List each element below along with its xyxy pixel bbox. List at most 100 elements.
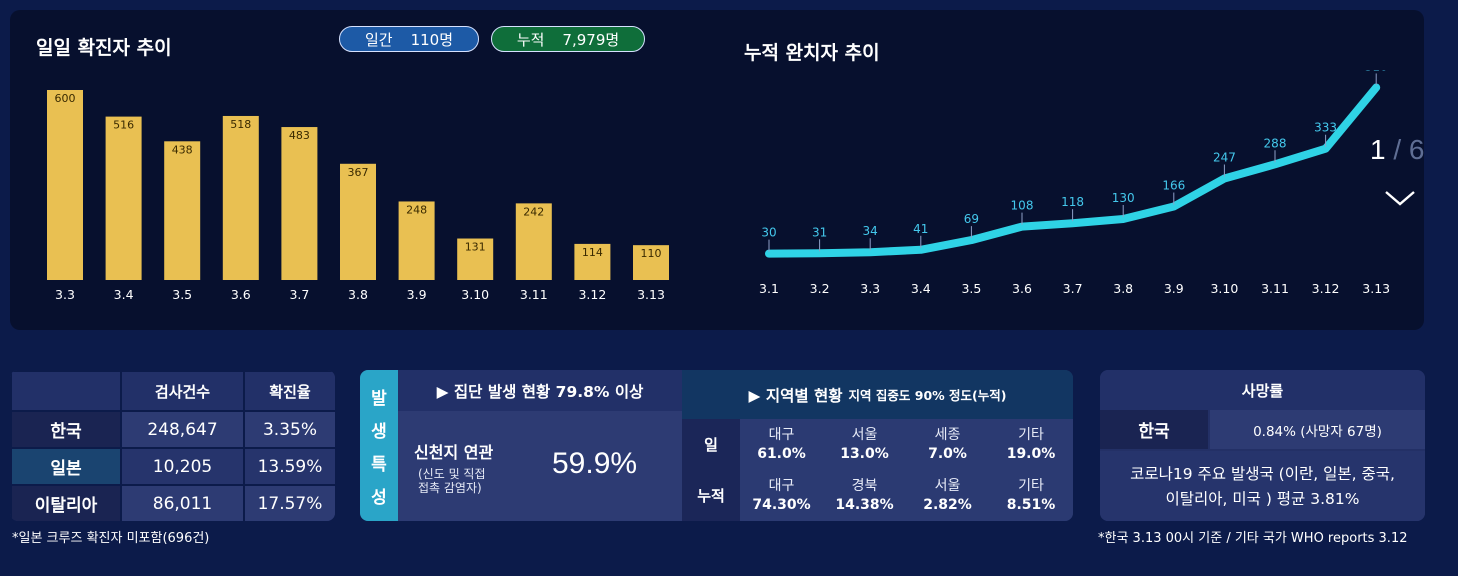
region-pct: 13.0% <box>840 446 889 462</box>
point-value-label: 333 <box>1314 121 1337 135</box>
bar-value-label: 518 <box>230 118 251 131</box>
shincheonji-sub-line: (신도 및 직접 <box>418 467 486 481</box>
region-grid: 일 누적 대구 61.0% 서울 13.0% 세종 7.0% 기타 19.0% … <box>682 419 1073 521</box>
x-tick-label: 3.8 <box>1113 281 1133 296</box>
x-tick-label: 3.6 <box>231 287 251 302</box>
tests-cell: 86,011 <box>120 484 245 521</box>
point-value-label: 510 <box>1365 70 1388 73</box>
shincheonji-label: 신천지 연관 <box>414 443 494 462</box>
region-name: 서울 <box>934 478 961 494</box>
death-value: 0.84% (사망자 67명) <box>1210 410 1425 449</box>
region-title-text: ▶ 지역별 현황 <box>748 386 843 405</box>
region-name: 기타 <box>1018 427 1044 443</box>
region-cell: 서울 13.0% <box>823 419 906 470</box>
x-tick-label: 3.5 <box>961 281 981 296</box>
death-rate-box: 사망률 한국 0.84% (사망자 67명) 코로나19 주요 발생국 (이란,… <box>1100 370 1425 521</box>
death-summary-line: 이탈리아, 미국 ) 평균 3.81% <box>1165 490 1360 508</box>
table-header-tests: 검사건수 <box>120 370 245 412</box>
bar <box>457 238 494 280</box>
x-tick-label: 3.8 <box>348 287 368 302</box>
x-tick-label: 3.7 <box>1063 281 1083 296</box>
death-summary-line: 코로나19 주요 발생국 (이란, 일본, 중국, <box>1130 465 1395 483</box>
bar <box>515 203 552 280</box>
x-tick-label: 3.6 <box>1012 281 1032 296</box>
chevron-down-icon[interactable] <box>1384 186 1416 210</box>
bar <box>281 127 318 280</box>
side-char: 특 <box>371 454 387 475</box>
cum-pill-label: 누적 <box>516 30 545 49</box>
side-char: 발 <box>371 388 387 409</box>
bar <box>105 116 142 280</box>
shincheonji-sub-line: 접촉 감염자) <box>418 481 482 495</box>
pager-current: 1 <box>1370 134 1386 165</box>
cumulative-chart-title: 누적 완치자 추이 <box>744 42 880 64</box>
death-note: *한국 3.13 00시 기준 / 기타 국가 WHO reports 3.12 <box>1098 531 1408 546</box>
point-value-label: 166 <box>1162 179 1185 193</box>
bar <box>633 245 669 280</box>
daily-count-pill: 일간 110명 <box>339 26 479 52</box>
bar-value-label: 114 <box>582 246 603 259</box>
daily-bar-chart: 600 3.3 516 3.4 438 3.5 518 3.6 483 3.7 367 3.8 248 3… <box>47 90 669 302</box>
point-value-label: 130 <box>1112 191 1135 205</box>
cumulative-line-chart: 303.1313.2343.3413.4693.51083.61183.7130… <box>759 70 1390 296</box>
region-name: 대구 <box>768 427 795 443</box>
x-tick-label: 3.12 <box>578 287 606 302</box>
bar <box>47 90 83 280</box>
region-pct: 19.0% <box>1006 446 1056 462</box>
side-label: 발 생 특 성 <box>360 370 398 521</box>
table-row: 한국 248,647 3.35% <box>10 410 335 449</box>
outbreak-characteristics: 발 생 특 성 ▶ 집단 발생 현황 79.8% 이상 신천지 연관 (신도 및… <box>360 370 1073 521</box>
x-tick-label: 3.11 <box>1261 281 1289 296</box>
bar <box>574 243 611 280</box>
region-pct: 2.82% <box>923 497 972 513</box>
rate-cell: 13.59% <box>243 447 335 486</box>
region-name: 세종 <box>934 427 961 443</box>
test-rate-table: 검사건수 확진율 한국 248,647 3.35% 일본 10,205 13.5… <box>10 370 335 521</box>
tests-cell: 248,647 <box>120 410 245 449</box>
point-value-label: 108 <box>1011 199 1034 213</box>
x-tick-label: 3.10 <box>461 287 489 302</box>
x-tick-label: 3.4 <box>911 281 931 296</box>
cum-pill-value: 7,979명 <box>562 30 620 49</box>
pager-total: 6 <box>1408 134 1425 165</box>
death-title: 사망률 <box>1100 370 1425 410</box>
table-header-rate: 확진율 <box>243 370 335 412</box>
x-tick-label: 3.10 <box>1210 281 1238 296</box>
x-tick-label: 3.3 <box>860 281 880 296</box>
x-tick-label: 3.5 <box>172 287 192 302</box>
rate-cell: 17.57% <box>243 484 335 521</box>
x-tick-label: 3.13 <box>1362 281 1390 296</box>
region-cell: 대구 61.0% <box>740 419 823 470</box>
region-name: 대구 <box>768 478 795 494</box>
region-cell: 대구 74.30% <box>740 470 823 521</box>
region-pct: 7.0% <box>928 446 967 462</box>
shincheonji-value: 59.9% <box>552 447 638 480</box>
region-name: 경북 <box>851 478 878 494</box>
table-row: 이탈리아 86,011 17.57% <box>10 484 335 521</box>
x-tick-label: 3.3 <box>55 287 75 302</box>
cumulative-count-pill: 누적 7,979명 <box>491 26 645 52</box>
bar <box>222 115 259 280</box>
x-tick-label: 3.12 <box>1312 281 1340 296</box>
rate-cell: 3.35% <box>243 410 335 449</box>
cluster-title: ▶ 집단 발생 현황 79.8% 이상 <box>398 370 682 411</box>
point-value-label: 41 <box>913 222 928 236</box>
bar <box>340 163 376 280</box>
x-tick-label: 3.7 <box>289 287 309 302</box>
x-tick-label: 3.9 <box>1164 281 1184 296</box>
region-cell: 서울 2.82% <box>906 470 989 521</box>
shincheonji-section: 신천지 연관 (신도 및 직접 접촉 감염자) 59.9% <box>398 411 682 521</box>
bar-value-label: 438 <box>172 143 193 156</box>
daily-row-label: 일 <box>682 419 740 470</box>
bar-value-label: 516 <box>113 119 134 132</box>
x-tick-label: 3.9 <box>407 287 427 302</box>
bar-value-label: 367 <box>348 166 369 179</box>
bar-value-label: 600 <box>55 92 76 105</box>
point-value-label: 30 <box>761 226 776 240</box>
x-tick-label: 3.2 <box>810 281 830 296</box>
bar-value-label: 248 <box>406 203 427 216</box>
region-name: 기타 <box>1018 478 1044 494</box>
test-table-note: *일본 크루즈 확진자 미포함(696건) <box>12 531 210 546</box>
point-value-label: 118 <box>1061 195 1084 209</box>
region-pct: 8.51% <box>1006 497 1056 513</box>
